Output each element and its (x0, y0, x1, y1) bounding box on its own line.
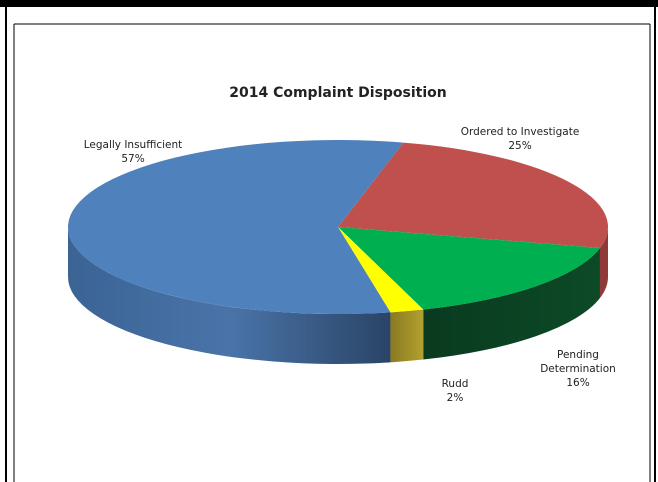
pie-side-2 (423, 248, 600, 360)
slice-label-pending-line2: Determination (540, 363, 616, 375)
pie-slice-rudd (338, 227, 424, 313)
slice-label-ordered-to-investigate: Ordered to Investigate (461, 126, 580, 138)
pie-group (67, 140, 609, 365)
slice-label-pending-line1: Pending (557, 349, 599, 361)
slice-value-rudd: 2% (447, 392, 464, 404)
pie-slice-pending-determination (338, 227, 600, 310)
slice-label-legally-insufficient: Legally Insufficient (84, 139, 183, 151)
slice-value-pending: 16% (566, 377, 589, 389)
pie-side-3 (390, 309, 424, 363)
slice-value-ordered-to-investigate: 25% (508, 140, 531, 152)
pie-side-0 (67, 227, 391, 365)
frame-top-bar (0, 0, 658, 7)
chart-title: 2014 Complaint Disposition (229, 85, 447, 101)
pie-slice-legally-insufficient (67, 140, 404, 315)
pie-slice-ordered-to-investigate (338, 142, 609, 249)
slice-value-legally-insufficient: 57% (121, 153, 144, 165)
slice-label-rudd: Rudd (442, 378, 469, 390)
pie-side-1 (599, 227, 608, 299)
